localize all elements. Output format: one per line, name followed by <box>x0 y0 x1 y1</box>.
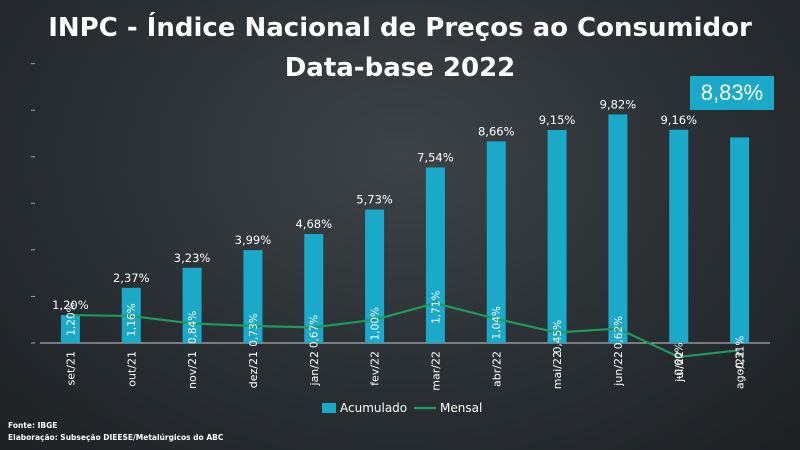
x-tick-label: dez/21 <box>247 351 260 388</box>
x-tick-label: jan/22 <box>308 351 321 386</box>
mensal-line <box>70 302 740 359</box>
bar-label: 5,73% <box>356 193 393 207</box>
bar-label: 1,20% <box>52 298 89 312</box>
mensal-label: -0,60% <box>674 342 686 379</box>
mensal-label: 1,16% <box>126 303 138 336</box>
credit-note: Elaboração: Subseção DIEESE/Metalúrgicos… <box>8 433 224 442</box>
bar-label: 9,82% <box>600 97 637 111</box>
x-tick-label: ago/22 <box>734 351 747 389</box>
bar-mai/22 <box>547 129 567 343</box>
legend-swatch-acumulado <box>322 403 336 413</box>
bar-label: 3,23% <box>174 251 211 265</box>
highlight-badge: 8,83% <box>690 76 774 110</box>
x-tick-label: abr/22 <box>490 351 503 387</box>
bar-label: 2,37% <box>113 271 150 285</box>
bar-abr/22 <box>486 141 506 343</box>
mensal-label: 0,84% <box>187 311 199 344</box>
mensal-label: 0,45% <box>552 320 564 353</box>
bar-label: 4,68% <box>295 217 332 231</box>
bar-label: 3,99% <box>235 233 272 247</box>
mensal-label: 1,20% <box>65 302 77 335</box>
x-tick-label: set/21 <box>64 351 77 386</box>
bar-fev/22 <box>365 209 385 343</box>
mensal-label: 0,67% <box>309 315 321 348</box>
bar-dez/21 <box>243 250 263 343</box>
x-tick-label: out/21 <box>125 351 138 387</box>
bar-jul/22 <box>669 129 689 343</box>
bar-ago/22 <box>730 137 750 343</box>
mensal-label: 0,62% <box>613 316 625 349</box>
x-tick-label: fev/22 <box>369 351 382 386</box>
bar-label: 9,16% <box>660 113 697 127</box>
legend-label-mensal: Mensal <box>440 401 482 415</box>
x-tick-label: jul/22 <box>673 351 686 383</box>
mensal-label: -0,31% <box>735 336 747 373</box>
bar-label: 8,66% <box>478 124 515 138</box>
title-line-2: Data-base 2022 <box>284 53 516 83</box>
x-tick-label: mar/22 <box>429 351 442 391</box>
mensal-label: 1,00% <box>370 307 382 340</box>
mensal-label: 1,04% <box>491 306 503 339</box>
bar-label: 7,54% <box>417 150 454 164</box>
x-tick-label: mai/22 <box>551 351 564 389</box>
chart-title: INPC - Índice Nacional de Preços ao Cons… <box>0 8 800 88</box>
x-tick-label: jun/22 <box>612 351 625 387</box>
mensal-label: 0,73% <box>248 313 260 346</box>
bar-jun/22 <box>608 114 628 343</box>
mensal-label: 1,71% <box>430 290 442 323</box>
bar-set/21 <box>60 315 80 343</box>
source-note: Fonte: IBGE <box>8 421 58 430</box>
legend-label-acumulado: Acumulado <box>340 401 407 415</box>
x-tick-label: nov/21 <box>186 351 199 389</box>
bar-mar/22 <box>425 167 445 343</box>
bar-jan/22 <box>304 234 324 343</box>
title-line-1: INPC - Índice Nacional de Preços ao Cons… <box>48 13 752 43</box>
bar-label: 9,15% <box>539 113 576 127</box>
